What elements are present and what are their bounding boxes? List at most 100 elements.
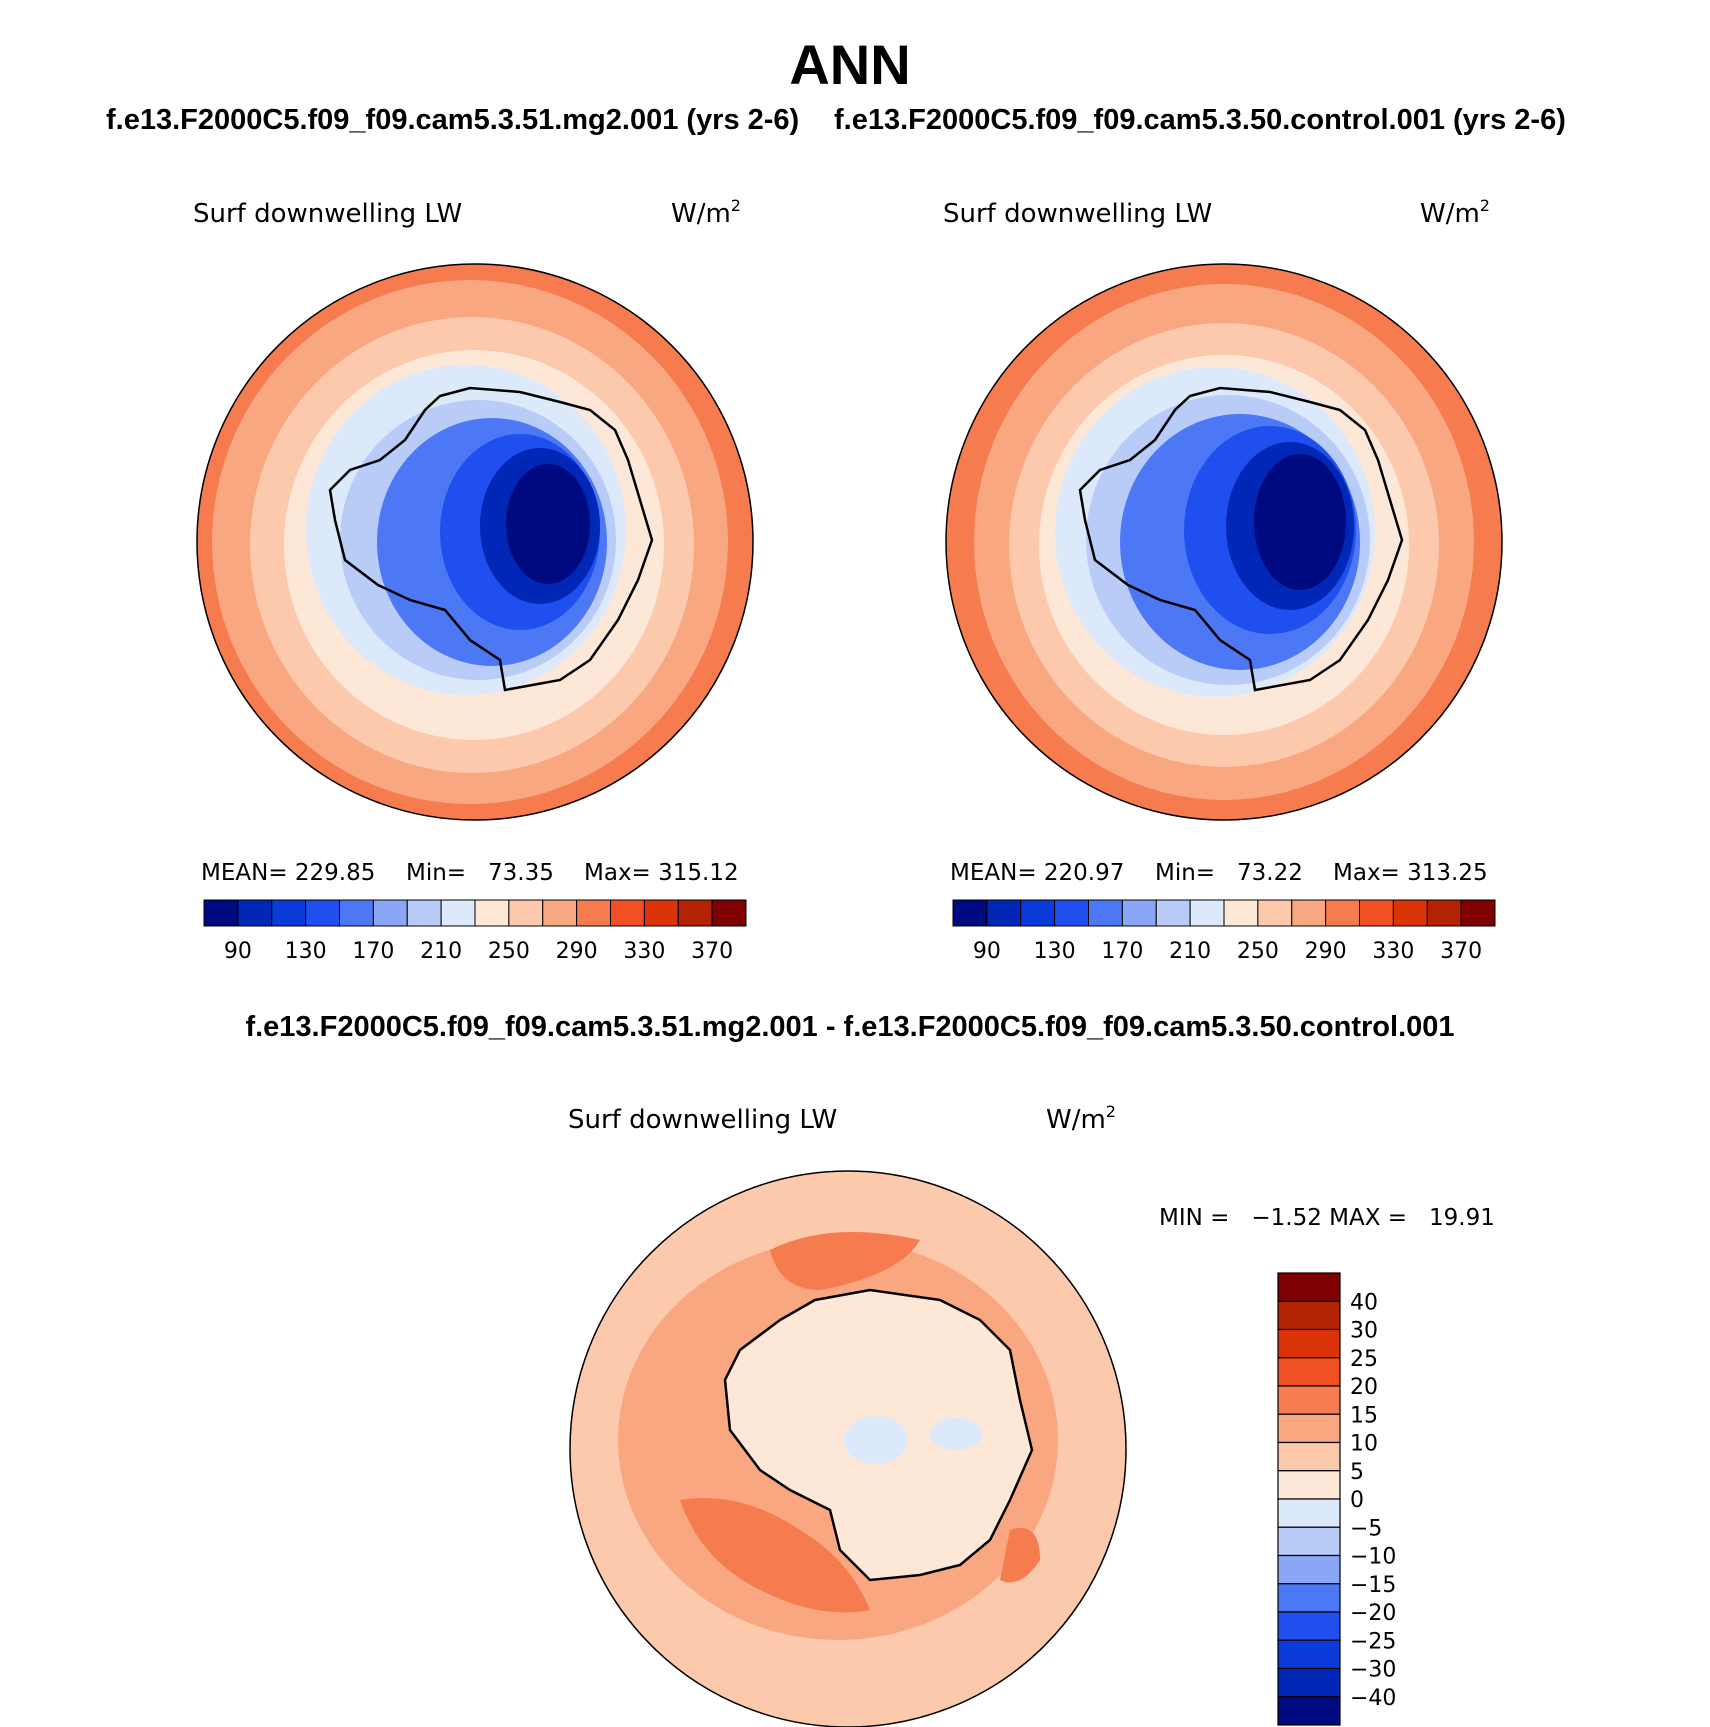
colorbar-swatch [1277,1554,1341,1585]
colorbar-tick-label: −5 [1350,1516,1382,1541]
colorbar-tick-label: 25 [1350,1347,1378,1372]
colorbar-swatch [643,899,679,927]
colorbar-tick-label: 40 [1350,1290,1378,1315]
colorbar-tick-label: 170 [352,939,394,964]
colorbar-tick-label: 370 [1440,939,1482,964]
panel-difference: Surf downwelling LW W/m2 MIN = −1.52 MAX… [568,1102,1495,1727]
colorbar-swatch [1277,1441,1341,1472]
colorbar-control: 90 130 170 210 250 290 330 370 [952,899,1496,964]
colorbar-swatch [1155,899,1191,927]
colorbar-swatch [1277,1667,1341,1698]
colorbar-swatch [1277,1526,1341,1557]
colorbar-swatch [1460,899,1496,927]
map-boundary [945,263,1503,821]
max-value: Max= 313.25 [1333,860,1488,886]
polar-map-model [197,264,753,820]
colorbar-swatch [1054,899,1089,927]
difference-title: f.e13.F2000C5.f09_f09.cam5.3.51.mg2.001 … [245,1011,1455,1043]
colorbar-swatch [508,899,544,927]
colorbar-swatch [1277,1611,1341,1641]
colorbar-swatch [339,899,374,927]
max-value: Max= 315.12 [584,860,739,886]
colorbar-tick-label: 30 [1350,1319,1378,1344]
colorbar-swatch [1291,899,1327,927]
colorbar-swatch [237,899,273,927]
colorbar-swatch [1277,1357,1341,1387]
colorbar-swatch [610,899,645,927]
colorbar-tick-label: 0 [1350,1488,1364,1513]
colorbar-swatch [1020,899,1056,927]
colorbar-tick-label: 370 [691,939,733,964]
colorbar-tick-label: 20 [1350,1375,1378,1400]
colorbar-swatch [986,899,1022,927]
colorbar-tick-label: 210 [1169,939,1211,964]
colorbar-swatch [1277,1413,1341,1444]
colorbar-tick-label: −25 [1350,1629,1396,1654]
map-boundary [196,263,754,821]
colorbar-swatch [1277,1272,1341,1302]
min-value: Min= 73.35 [406,860,554,886]
colorbar-tick-label: −10 [1350,1545,1396,1570]
colorbar-swatch [1088,899,1123,927]
mean-value: MEAN= 229.85 [201,860,375,886]
colorbar-swatch [1121,899,1157,927]
colorbar-tick-label: 250 [1237,939,1279,964]
colorbar-swatch [1223,899,1259,927]
colorbar-swatch [1392,899,1428,927]
colorbar-model: 90 130 170 210 250 290 330 370 [203,899,747,964]
colorbar-tick-label: −30 [1350,1658,1396,1683]
colorbar-swatch [1277,1328,1341,1359]
colorbar-tick-label: 15 [1350,1403,1378,1428]
variable-label: Surf downwelling LW [193,199,462,229]
min-value: Min= 73.22 [1155,860,1303,886]
colorbar-swatch [1257,899,1293,927]
panel-control-case: Surf downwelling LW W/m2 MEAN= 220.97 Mi… [943,196,1503,964]
colorbar-tick-label: 330 [1372,939,1414,964]
colorbar-tick-label: 290 [1305,939,1347,964]
case-title-left: f.e13.F2000C5.f09_f09.cam5.3.51.mg2.001 … [106,104,800,136]
colorbar-tick-label: 5 [1350,1460,1364,1485]
colorbar-tick-label: 10 [1350,1432,1378,1457]
map-boundary [569,1170,1127,1727]
colorbar-swatch [677,899,713,927]
colorbar-swatch [1277,1300,1341,1331]
case-title-right: f.e13.F2000C5.f09_f09.cam5.3.50.control.… [834,104,1566,136]
colorbar-tick-label: −20 [1350,1601,1396,1626]
colorbar-swatch [406,899,442,927]
colorbar-tick-label: 290 [556,939,598,964]
variable-label: Surf downwelling LW [943,199,1212,229]
colorbar-swatch [1277,1639,1341,1670]
colorbar-swatch [1277,1498,1341,1528]
panel-model-case: Surf downwelling LW W/m2 MEAN= 229.85 Mi… [193,196,754,964]
colorbar-swatch [305,899,340,927]
colorbar-swatch [372,899,408,927]
units-label: W/m2 [671,196,741,229]
colorbar-swatch [1277,1470,1341,1500]
colorbar-swatch [1359,899,1394,927]
colorbar-swatch [542,899,578,927]
units-label: W/m2 [1046,1102,1116,1135]
colorbar-tick-label: −15 [1350,1573,1396,1598]
polar-map-difference [570,1171,1126,1727]
colorbar-swatch [474,899,510,927]
colorbar-swatch [711,899,747,927]
min-max-value: MIN = −1.52 MAX = 19.91 [1159,1205,1495,1231]
colorbar-swatch [576,899,611,927]
colorbar-swatch [1325,899,1360,927]
colorbar-tick-label: −40 [1350,1686,1396,1711]
colorbar-tick-label: 330 [623,939,665,964]
colorbar-swatch [1277,1583,1341,1613]
colorbar-swatch [1277,1385,1341,1415]
units-label: W/m2 [1420,196,1490,229]
mean-value: MEAN= 220.97 [950,860,1124,886]
colorbar-tick-label: 130 [1034,939,1076,964]
colorbar-swatch [203,899,239,927]
colorbar-swatch [1189,899,1225,927]
colorbar-difference: 40 30 25 20 15 10 5 0 −5 −10 −15 −20 −25 −30 −40 [1277,1272,1396,1726]
figure-title: ANN [789,33,911,96]
colorbar-swatch [1277,1696,1341,1726]
colorbar-swatch [1426,899,1462,927]
colorbar-swatch [271,899,307,927]
colorbar-tick-label: 210 [420,939,462,964]
